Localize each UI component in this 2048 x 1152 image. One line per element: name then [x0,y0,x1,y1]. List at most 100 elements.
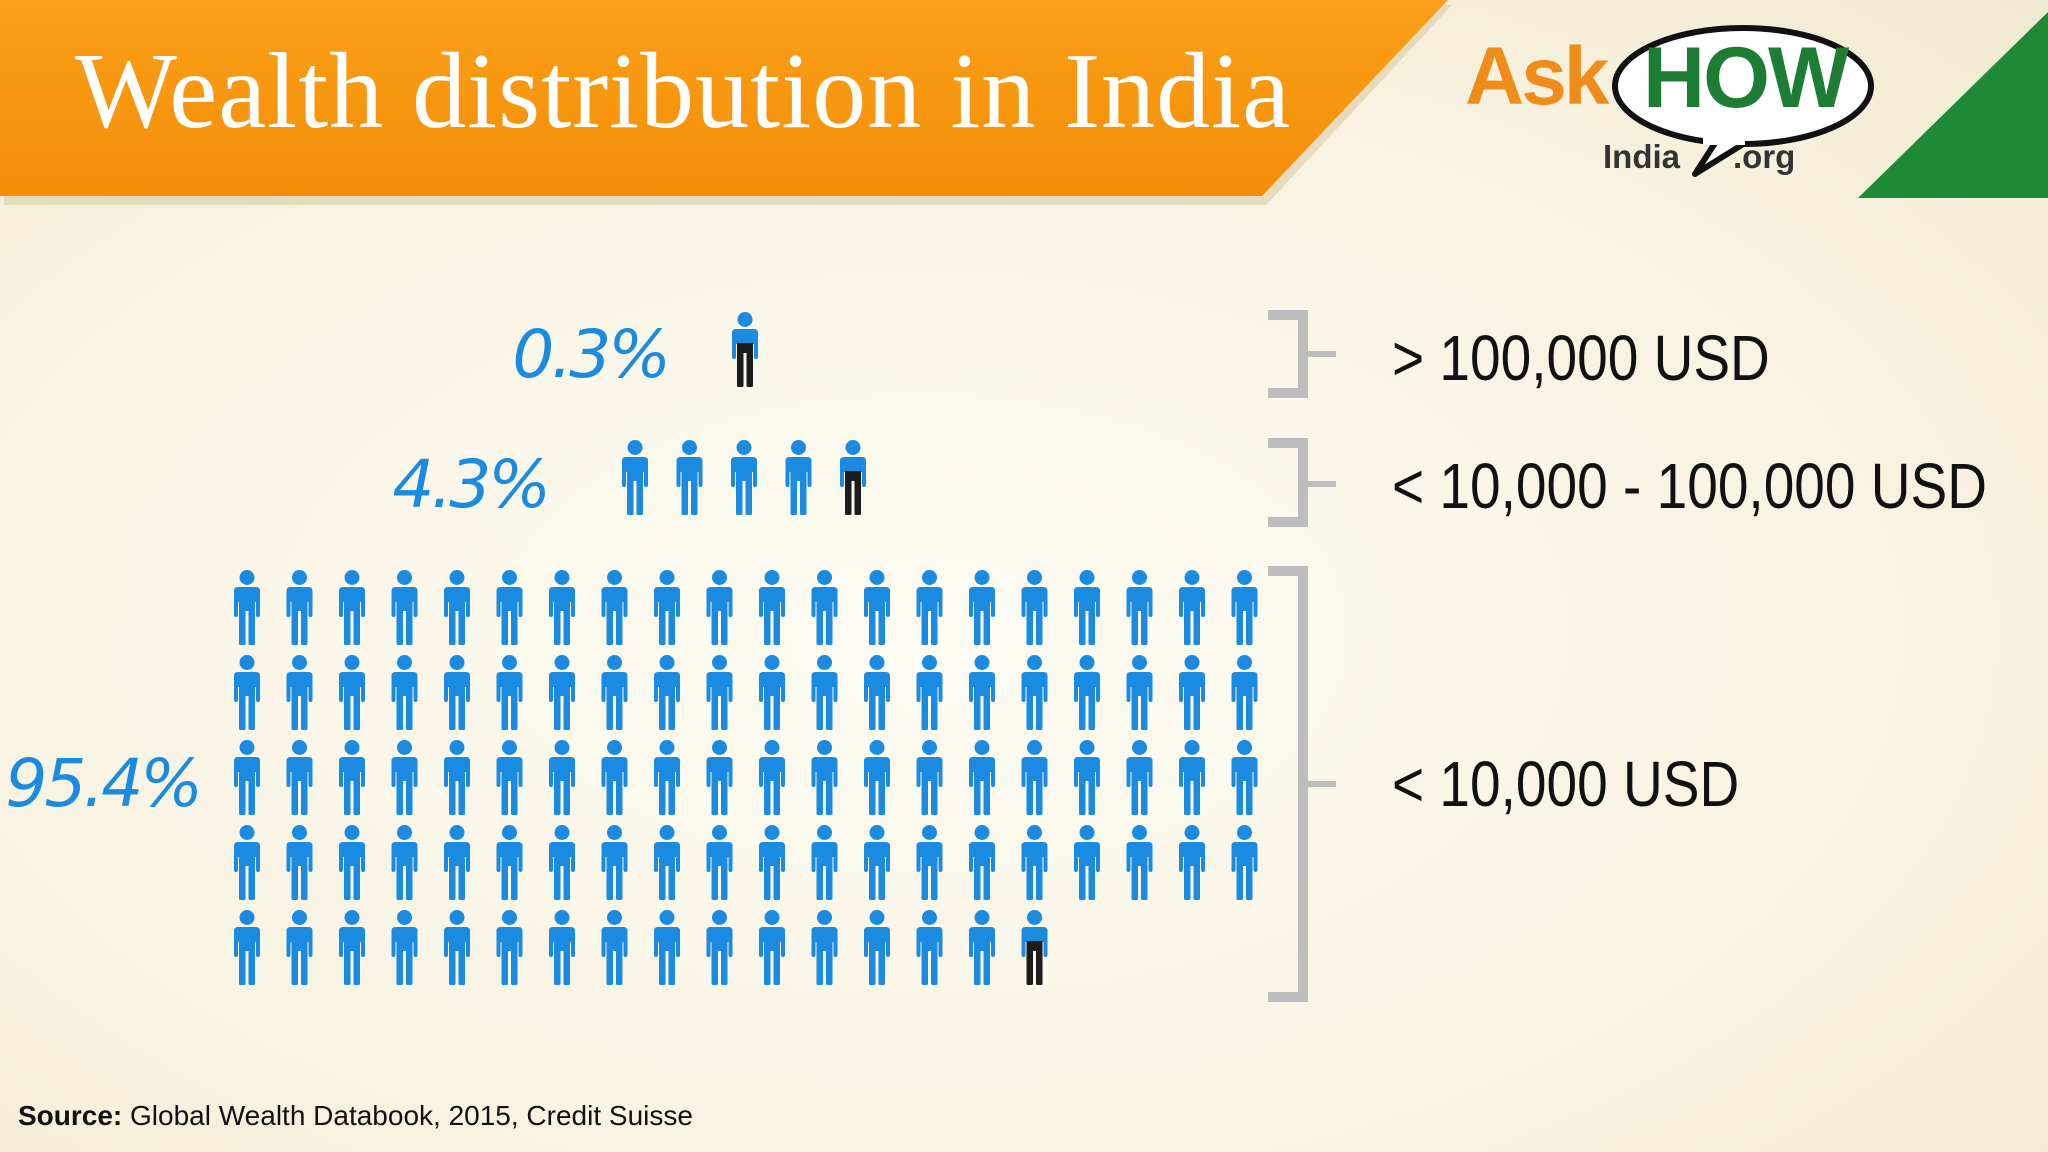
bracket-0 [1268,310,1336,398]
person-icon [654,910,680,985]
title-banner [0,0,1452,205]
person-icon [864,825,890,900]
person-icon [1021,655,1048,730]
person-icon [1179,825,1205,900]
person-icon [969,740,995,815]
person-icon [339,570,365,645]
person-icon [706,910,733,985]
person-icon [706,655,733,730]
person-icon [811,570,838,645]
source-text: Global Wealth Databook, 2015, Credit Sui… [130,1100,693,1131]
person-icon [969,910,995,985]
person-icon [759,910,785,985]
person-icon [811,910,838,985]
person-icon [1021,825,1048,900]
person-icon [1126,570,1153,645]
person-icon [654,570,680,645]
bracket-1 [1268,438,1336,527]
logo-ask-text: Ask [1465,31,1609,122]
person-icon [391,740,418,815]
person-icon [444,655,470,730]
person-icon [234,655,260,730]
person-icon [496,825,523,900]
person-icon [811,740,838,815]
source-label: Source: [18,1100,123,1131]
person-icon [286,910,313,985]
person-icon [759,825,785,900]
person-icon [676,440,703,515]
person-icon [549,740,575,815]
person-icon [916,740,943,815]
person-icon [706,570,733,645]
person-icon [840,440,866,515]
person-icon [1179,570,1205,645]
person-icon [1231,655,1258,730]
person-icon [391,570,418,645]
person-icon [731,440,757,515]
person-icon [1021,570,1048,645]
person-icon [1021,740,1048,815]
person-icon [601,570,628,645]
person-icon [549,655,575,730]
person-icon [759,740,785,815]
person-icon [549,825,575,900]
percent-label-1: 4.3% [392,446,548,523]
person-icon [549,910,575,985]
person-icon [496,910,523,985]
person-icon [339,740,365,815]
person-icon [654,655,680,730]
person-icon [286,825,313,900]
person-icon [286,655,313,730]
person-icon [444,570,470,645]
person-icon [1126,655,1153,730]
person-icon [286,570,313,645]
person-icon [785,440,812,515]
logo-how-text: HOW [1643,30,1849,126]
person-icon [811,825,838,900]
page-title: Wealth distribution in India [75,32,1292,151]
source-note: Source: Global Wealth Databook, 2015, Cr… [18,1100,693,1132]
person-icon [1126,740,1153,815]
person-icon [732,312,758,387]
person-icon [339,825,365,900]
person-icon [864,910,890,985]
person-icon [601,910,628,985]
person-icon [601,655,628,730]
person-icon [1074,655,1100,730]
person-icon [234,825,260,900]
person-icon [234,570,260,645]
percent-label-2: 95.4% [5,745,200,822]
person-icon [916,825,943,900]
person-icon [864,570,890,645]
askhowindia-logo: Ask HOW India .org [1455,16,1875,191]
bracket-2 [1268,566,1336,1002]
person-icon [864,740,890,815]
logo-india-text: India [1603,138,1681,175]
person-icon [391,910,418,985]
person-icon [601,740,628,815]
person-icon [654,825,680,900]
person-icon [444,825,470,900]
person-icon [234,740,260,815]
person-icon [1231,825,1258,900]
person-icon [601,825,628,900]
person-icon [549,570,575,645]
wealth-band-label-1: < 10,000 - 100,000 USD [1392,450,1987,522]
person-icon [496,655,523,730]
person-icon [1074,825,1100,900]
wealth-band-label-2: < 10,000 USD [1392,748,1739,820]
person-icon [391,655,418,730]
person-icon [622,440,648,515]
person-icon [1074,740,1100,815]
person-icon [1126,825,1153,900]
person-icon [654,740,680,815]
person-icon [1179,740,1205,815]
person-icon [339,910,365,985]
person-icon [496,740,523,815]
speech-bubble-icon [1612,25,1874,177]
person-icon [1021,910,1048,985]
person-icon [916,655,943,730]
person-icon [759,655,785,730]
person-icon [391,825,418,900]
person-icon [1231,740,1258,815]
